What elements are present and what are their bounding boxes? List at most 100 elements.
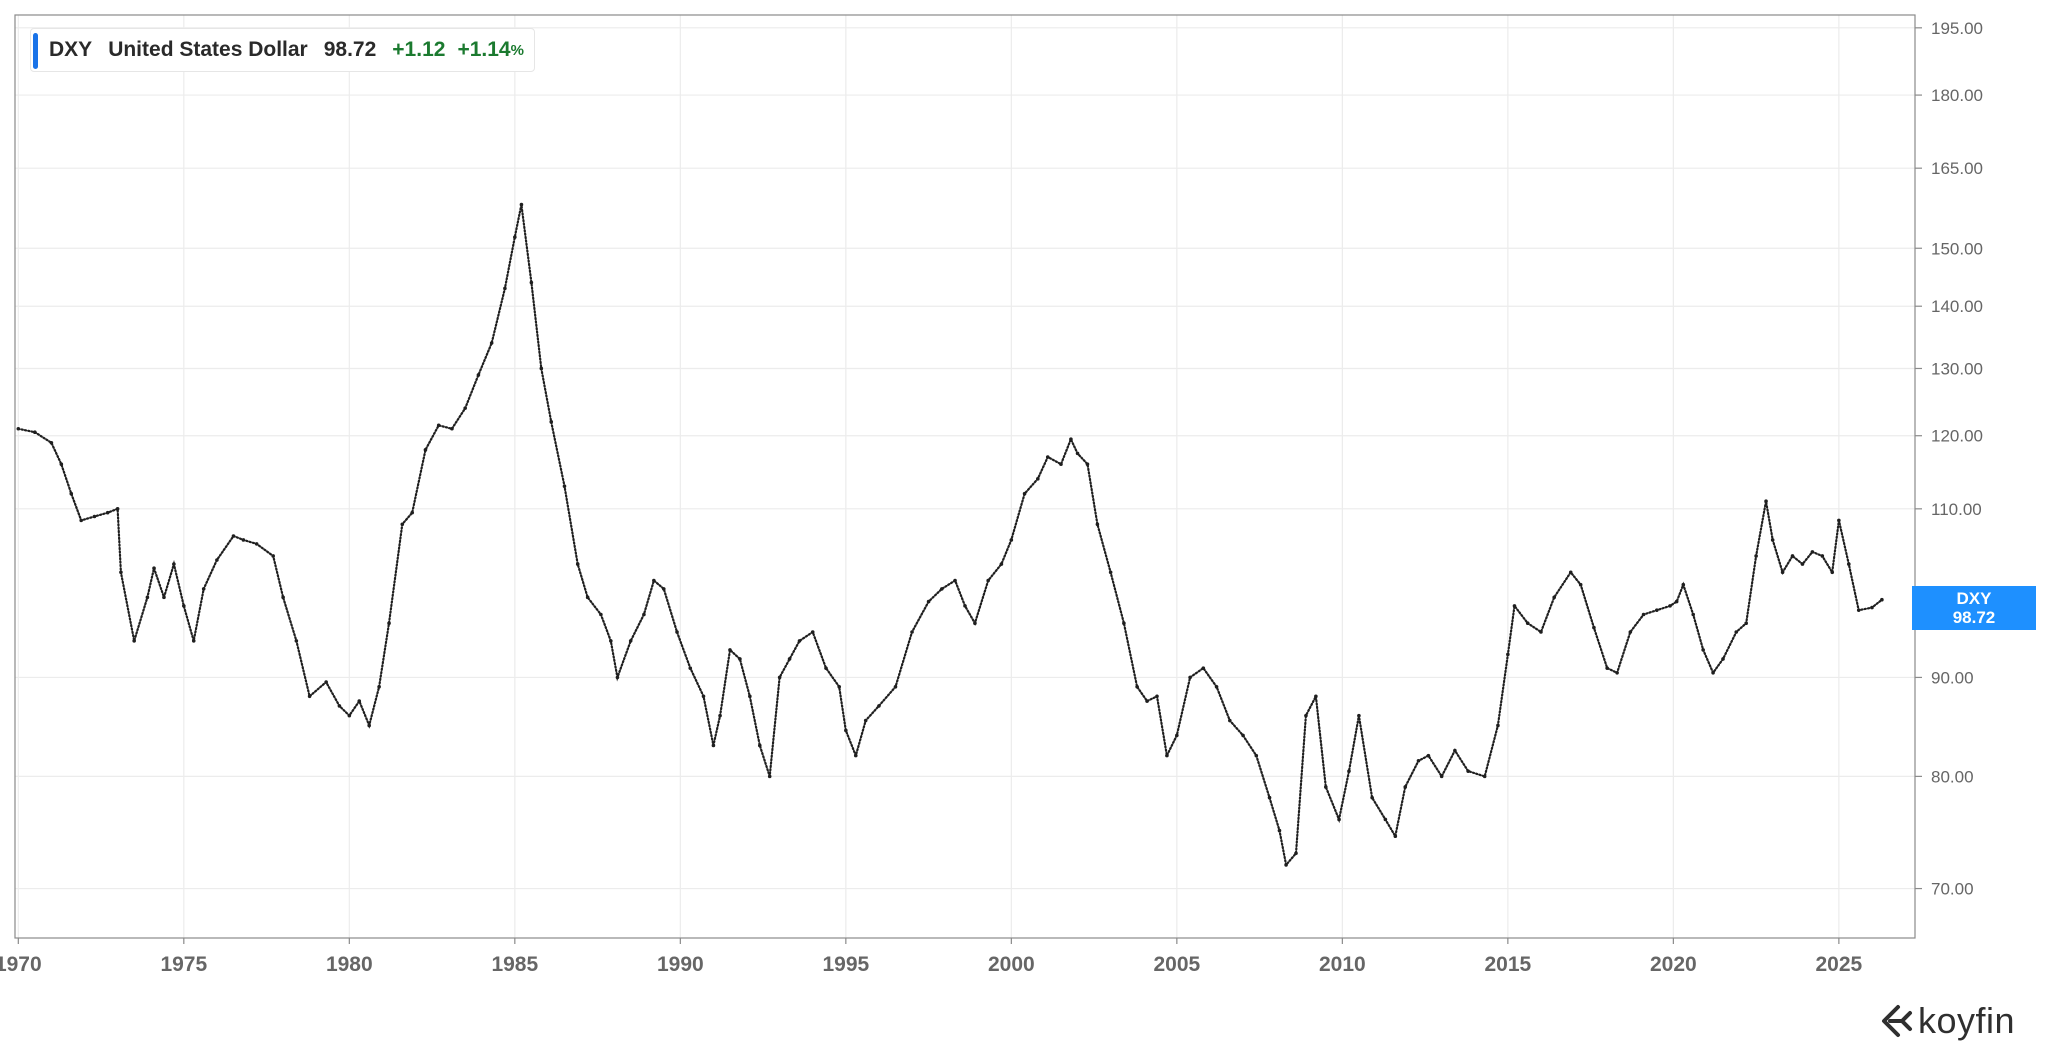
y-tick-label: 110.00 (1931, 500, 1982, 519)
data-point (1770, 538, 1775, 542)
data-point (410, 510, 415, 515)
data-point (119, 570, 123, 575)
x-tick-label: 2025 (1816, 953, 1863, 976)
data-point (1370, 795, 1374, 800)
data-point (1069, 437, 1073, 442)
data-point (1790, 554, 1795, 558)
data-point (1294, 851, 1298, 856)
x-tick-label: 2010 (1319, 953, 1366, 976)
data-point (1022, 491, 1027, 496)
data-point (241, 538, 246, 542)
y-tick-label: 90.00 (1931, 668, 1974, 687)
data-point (436, 423, 441, 428)
data-point (549, 420, 554, 424)
data-point (231, 534, 236, 538)
data-point (748, 694, 752, 699)
data-point (1175, 733, 1179, 738)
data-point (400, 522, 405, 527)
data-point (1009, 538, 1014, 542)
data-point (1145, 699, 1149, 703)
data-point (182, 604, 186, 608)
data-point (1277, 828, 1282, 833)
data-point (562, 484, 567, 489)
data-point (1284, 863, 1288, 867)
data-point (1880, 597, 1884, 602)
data-point (1324, 785, 1328, 789)
data-point (1506, 652, 1510, 657)
data-point (1734, 630, 1739, 634)
data-point (1122, 621, 1126, 626)
data-point (711, 743, 716, 748)
data-point (1357, 713, 1361, 718)
data-point (367, 723, 371, 728)
data-point (575, 562, 580, 566)
data-point (1267, 795, 1272, 800)
data-point (132, 639, 136, 643)
data-point (1108, 570, 1113, 575)
data-point (1800, 562, 1805, 566)
y-tick-label: 165.00 (1931, 159, 1983, 178)
y-tick-label: 195.00 (1931, 19, 1983, 38)
data-point (1744, 621, 1748, 626)
x-tick-label: 2000 (988, 953, 1035, 976)
data-point (1383, 817, 1388, 822)
axis-layer: 195.00 180.00 165.00 150.00 140.00 130.00 120.… (0, 14, 1983, 976)
data-point (877, 704, 881, 708)
data-point (1681, 582, 1686, 587)
data-point (1347, 769, 1351, 773)
data-point (1721, 657, 1725, 661)
data-point (893, 685, 898, 689)
data-point (1241, 733, 1245, 738)
data-point (476, 373, 481, 377)
data-point (1403, 785, 1408, 789)
data-point (463, 406, 467, 410)
data-point (294, 639, 299, 643)
series-legend[interactable]: DXY United States Dollar 98.72 +1.12 +1.… (30, 28, 535, 72)
x-tick-label: 1995 (822, 953, 869, 976)
data-point (33, 430, 37, 435)
legend-change-percent: +1.14 (457, 38, 511, 61)
koyfin-logo-text: koyfin (1918, 1000, 2016, 1041)
data-point (115, 507, 120, 511)
data-point (837, 685, 842, 689)
x-tick-label: 1985 (491, 953, 538, 976)
x-tick-label: 2015 (1484, 953, 1531, 976)
y-tick-label: 70.00 (1931, 880, 1974, 899)
data-point (757, 743, 762, 748)
data-point (999, 562, 1004, 566)
data-point (191, 639, 196, 643)
data-point (1188, 675, 1192, 680)
data-point (1337, 817, 1341, 822)
data-point (324, 680, 328, 684)
data-point (1059, 462, 1063, 467)
data-point (387, 621, 391, 626)
data-point (1668, 604, 1672, 608)
last-price-tag: DXY 98.72 (1912, 586, 2036, 630)
data-point (1539, 630, 1543, 634)
data-point (718, 713, 722, 718)
data-point (1764, 499, 1768, 504)
data-point (1496, 723, 1500, 728)
data-point (201, 587, 206, 591)
data-point (844, 728, 848, 733)
data-point (79, 518, 84, 523)
data-point (1095, 522, 1100, 527)
data-point (1045, 455, 1050, 459)
legend-security-name: United States Dollar (108, 38, 308, 61)
data-point (986, 578, 990, 583)
x-tick-label: 1990 (657, 953, 704, 976)
data-point (797, 639, 802, 643)
data-point (628, 639, 633, 643)
data-point (853, 753, 858, 758)
plot-frame (14, 14, 1916, 939)
legend-last-price: 98.72 (323, 38, 377, 61)
data-point (271, 554, 275, 558)
data-point (49, 440, 54, 445)
data-point (810, 630, 815, 634)
data-point (1552, 595, 1556, 600)
data-point (1201, 666, 1206, 670)
data-point (1135, 685, 1139, 689)
data-point (489, 341, 494, 345)
